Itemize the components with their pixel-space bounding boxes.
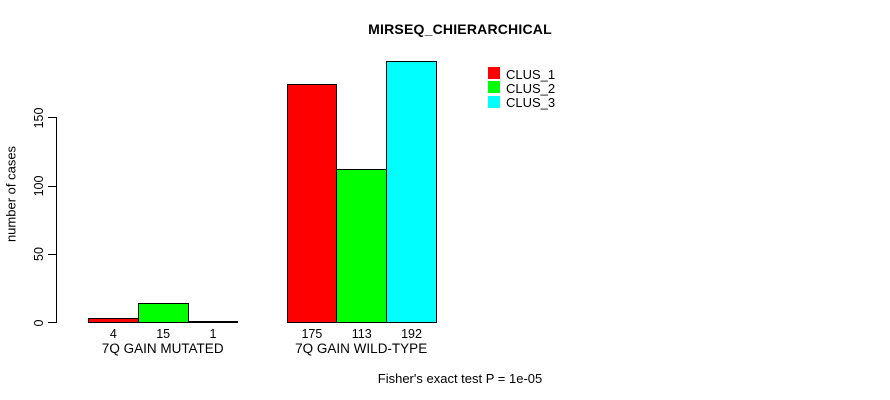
bar-clus_1-group1 [88, 318, 139, 323]
legend-label: CLUS_3 [506, 95, 556, 111]
bar-value-label: 192 [401, 327, 422, 341]
bar-value-label: 175 [301, 327, 323, 341]
y-tick [48, 117, 56, 119]
bar-clus_2-group2 [336, 169, 388, 323]
legend-swatch-clus_3 [488, 95, 500, 108]
category-label: 7Q GAIN WILD-TYPE [295, 341, 428, 356]
y-tick [48, 185, 56, 187]
y-tick [48, 253, 56, 255]
bar-value-label: 1 [209, 327, 217, 341]
bar-clus_1-group2 [286, 84, 338, 323]
chart-title: MIRSEQ_CHIERARCHICAL [368, 21, 552, 37]
y-tick-label: 0 [32, 319, 46, 326]
bar-value-label: 15 [156, 327, 171, 341]
y-tick-label: 150 [32, 107, 46, 129]
legend-swatch-clus_2 [488, 81, 500, 94]
legend-swatch-clus_1 [488, 67, 500, 79]
category-label: 7Q GAIN MUTATED [101, 341, 224, 356]
y-tick-label: 100 [32, 175, 46, 197]
y-tick-label: 50 [32, 247, 46, 262]
bar-value-label: 4 [109, 327, 117, 341]
bar-clus_3-group2 [386, 61, 437, 323]
y-axis-label: number of cases [3, 145, 19, 243]
y-axis-line [56, 117, 58, 323]
legend-label: CLUS_1 [506, 66, 556, 82]
legend-label: CLUS_2 [506, 80, 556, 96]
fisher-test-annotation: Fisher's exact test P = 1e-05 [377, 371, 543, 386]
y-tick [48, 322, 56, 323]
bar-clus_3-group1 [187, 321, 239, 323]
bar-clus_2-group1 [137, 303, 189, 323]
bar-value-label: 113 [351, 327, 372, 341]
